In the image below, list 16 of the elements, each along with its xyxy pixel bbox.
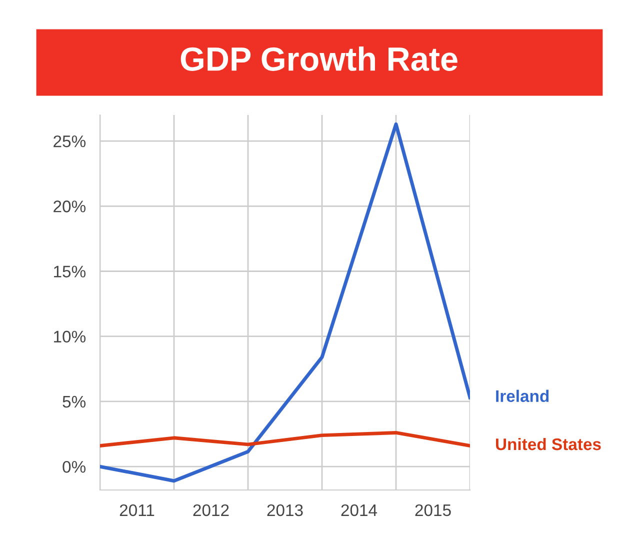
y-tick-label: 10% [54,330,86,343]
x-tick-label: 2014 [341,504,378,516]
line-series [100,122,470,483]
line-series [100,430,470,448]
y-tick-label: 5% [62,396,86,408]
series-label: Ireland [496,390,549,402]
y-tick-label: 25% [54,135,86,148]
y-tick-label: 0% [62,460,86,473]
series-label: United States [496,438,601,450]
chart-title: GDP Growth Rate [180,46,458,71]
x-tick-label: 2015 [415,504,451,516]
x-tick-label: 2011 [120,504,154,516]
y-tick-label: 15% [54,266,86,278]
x-tick-label: 2013 [267,504,303,516]
x-tick-label: 2012 [193,504,229,516]
y-tick-label: 20% [54,200,86,212]
